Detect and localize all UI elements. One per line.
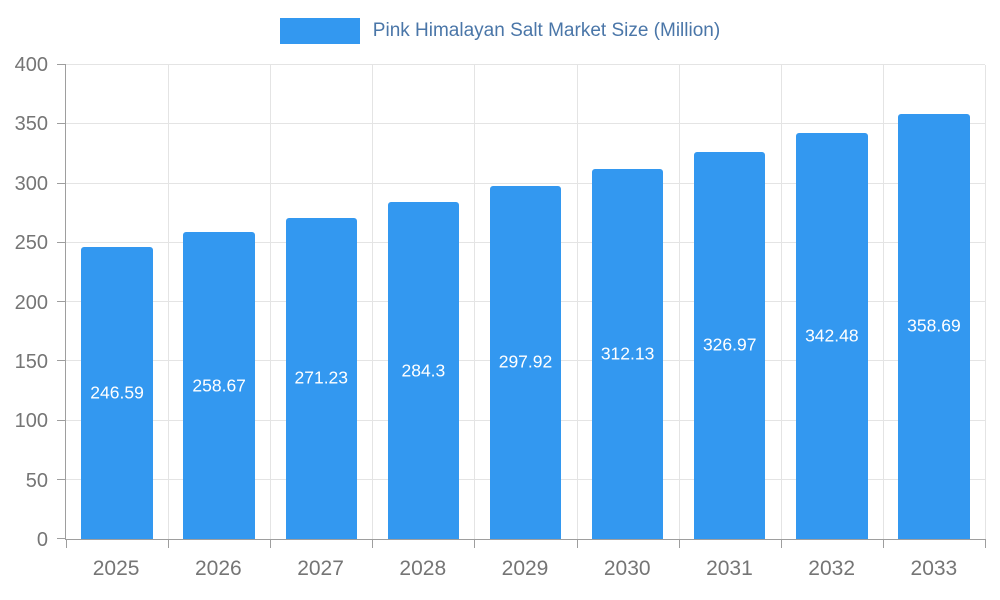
y-tick-mark [57, 360, 66, 362]
x-tick-mark [168, 539, 170, 548]
y-tick-label: 0 [36, 529, 48, 551]
x-tick-mark [882, 539, 884, 548]
y-tick-mark [57, 64, 66, 65]
y-tick-label: 50 [25, 469, 48, 492]
x-tick-mark [576, 539, 578, 548]
x-tick-label: 2028 [399, 557, 447, 580]
bar-value-label: 258.67 [192, 375, 246, 396]
gridline-vertical [780, 65, 782, 539]
y-tick-label: 150 [14, 350, 48, 373]
y-tick-mark [57, 301, 66, 302]
bar-2031[interactable]: 326.97 [693, 151, 766, 539]
gridline-vertical [372, 65, 374, 539]
x-tick-mark [780, 539, 782, 548]
x-tick-mark [270, 539, 272, 548]
x-axis-labels: 2025 2026 2027 2028 2029 2030 2031 2032 2033 [65, 550, 985, 584]
bar-value-label: 312.13 [600, 343, 655, 364]
y-tick-label: 250 [14, 232, 48, 255]
gridline-vertical [168, 65, 170, 539]
bar-value-label: 342.48 [805, 325, 859, 346]
x-tick-mark [678, 539, 680, 548]
bar-2026[interactable]: 258.67 [183, 232, 255, 539]
gridline-horizontal [66, 182, 985, 184]
gridline-vertical [985, 65, 986, 539]
x-tick-mark [66, 539, 67, 548]
gridline-vertical [576, 65, 578, 539]
x-tick-label: 2033 [910, 557, 958, 580]
plot-area: 246.59 258.67 271.23 284.3 297.92 312.13 326.9… [57, 64, 986, 548]
bar-2032[interactable]: 342.48 [796, 133, 868, 539]
x-tick-label: 2032 [808, 557, 856, 580]
legend-item[interactable]: Pink Himalayan Salt Market Size (Million… [0, 16, 1000, 46]
gridline-horizontal [66, 123, 985, 125]
gridline-horizontal [66, 64, 985, 65]
bar-value-label: 246.59 [90, 382, 144, 403]
gridline-vertical [474, 65, 476, 539]
y-tick-mark [57, 182, 66, 184]
legend-swatch-icon [279, 18, 360, 44]
bar-2033[interactable]: 358.69 [898, 113, 970, 539]
legend-label: Pink Himalayan Salt Market Size (Million… [372, 20, 721, 41]
y-tick-mark [57, 478, 66, 480]
y-tick-label: 100 [14, 410, 48, 433]
bar-2028[interactable]: 284.3 [387, 202, 460, 539]
bar-value-label: 358.69 [907, 315, 961, 336]
y-tick-label: 350 [14, 113, 48, 136]
x-tick-label: 2025 [92, 557, 140, 580]
bar-2027[interactable]: 271.23 [285, 217, 357, 539]
x-tick-label: 2026 [194, 557, 242, 580]
y-tick-mark [57, 241, 66, 243]
x-tick-label: 2027 [297, 557, 344, 580]
gridline-vertical [882, 65, 884, 539]
gridline-vertical [270, 65, 272, 539]
bar-value-label: 271.23 [294, 367, 349, 388]
gridline-vertical [678, 65, 680, 539]
y-tick-label: 300 [14, 172, 48, 195]
bar-2029[interactable]: 297.92 [489, 185, 562, 539]
x-tick-mark [474, 539, 476, 548]
x-tick-mark [985, 539, 986, 548]
y-tick-label: 400 [14, 54, 48, 76]
x-tick-label: 2030 [603, 557, 651, 580]
bar-2030[interactable]: 312.13 [591, 169, 664, 539]
bar-value-label: 326.97 [702, 334, 757, 355]
x-tick-mark [372, 539, 374, 548]
y-axis-labels: 0 50 100 150 200 250 300 350 400 [0, 55, 48, 550]
y-tick-label: 200 [14, 291, 48, 314]
x-tick-label: 2029 [501, 557, 549, 580]
y-tick-mark [57, 419, 66, 421]
x-tick-label: 2031 [706, 557, 753, 580]
y-tick-mark [57, 538, 66, 539]
y-tick-mark [57, 123, 66, 125]
bar-2025[interactable]: 246.59 [81, 246, 153, 539]
bar-value-label: 284.3 [401, 360, 446, 381]
bar-value-label: 297.92 [498, 351, 553, 372]
